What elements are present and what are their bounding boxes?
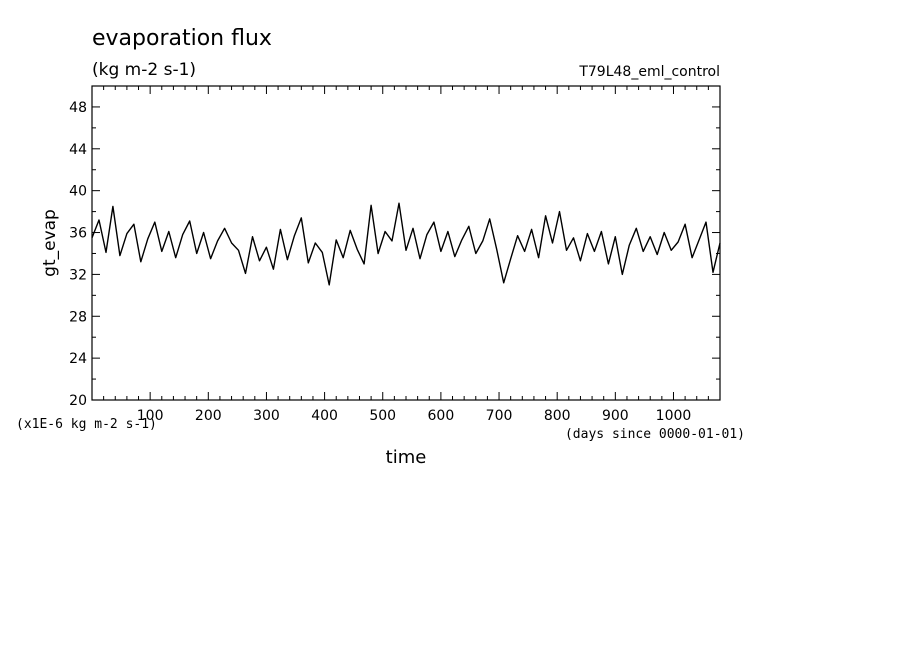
y-axis-label: gt_evap (40, 209, 60, 277)
run-label: T79L48_eml_control (578, 64, 720, 80)
x-axis-label: time (386, 447, 427, 468)
x-axis-ticks (103, 86, 709, 400)
x-axis-tick-labels: 100 200 300 400 500 600 700 800 900 1000 (137, 408, 692, 424)
plot-frame (91, 85, 721, 401)
x-tick-label: 700 (486, 408, 513, 424)
y-tick-label: 48 (69, 100, 87, 116)
x-tick-label: 200 (195, 408, 222, 424)
x-tick-label: 800 (544, 408, 571, 424)
y-tick-label: 28 (69, 309, 87, 325)
x-tick-label: 600 (428, 408, 455, 424)
y-axis-tick-labels: 20 24 28 32 36 40 44 48 (69, 100, 87, 409)
x-tick-label: 400 (311, 408, 338, 424)
chart-title: evaporation flux (92, 26, 272, 51)
x-tick-label: 500 (369, 408, 396, 424)
y-tick-label: 32 (69, 267, 87, 283)
y-tick-label: 36 (69, 226, 87, 242)
chart-units: (kg m-2 s-1) (92, 60, 196, 80)
x-tick-label: 900 (602, 408, 629, 424)
y-axis-ticks (92, 106, 720, 380)
x-tick-label: 300 (253, 408, 280, 424)
x-tick-label: 1000 (656, 408, 692, 424)
y-tick-label: 24 (69, 351, 87, 367)
gt-evap-series-line (91, 202, 721, 286)
x-units-label: (days since 0000-01-01) (565, 427, 745, 442)
y-tick-label: 40 (69, 184, 87, 200)
y-scale-note: (x1E-6 kg m-2 s-1) (16, 417, 157, 432)
y-tick-label: 20 (69, 393, 87, 409)
x-tick-label: 100 (137, 408, 164, 424)
y-tick-label: 44 (69, 142, 87, 158)
